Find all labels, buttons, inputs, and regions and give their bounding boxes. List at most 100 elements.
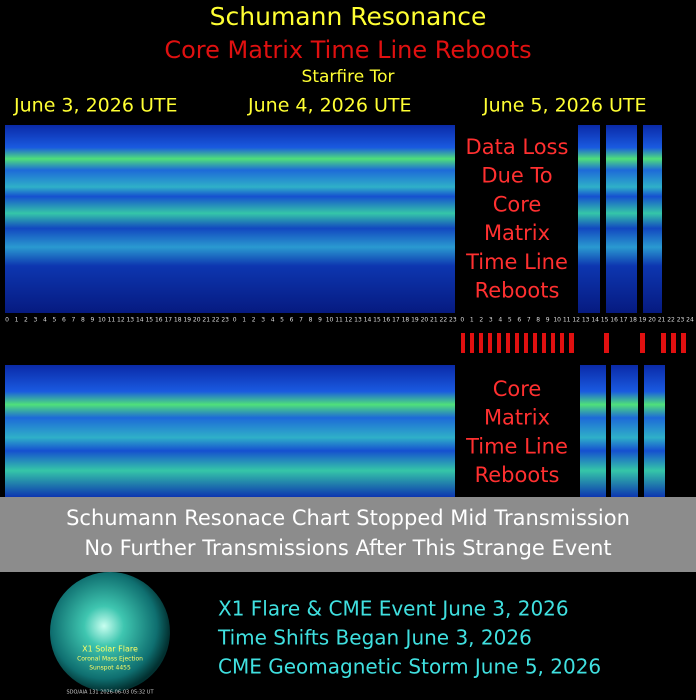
date-label: June 4, 2026 UTE	[247, 95, 412, 117]
hour-label: 16	[155, 317, 163, 324]
hour-label: 19	[411, 317, 419, 324]
hour-label: 7	[71, 317, 75, 324]
overlay-text: Reboots	[475, 279, 560, 303]
hour-label: 8	[309, 317, 313, 324]
sun-caption: SDO/AIA 131 2026-06-03 05:32 UT	[66, 690, 154, 696]
hour-label: 14	[364, 317, 372, 324]
sun-label: Sunspot 4455	[89, 665, 131, 672]
hour-label: 10	[326, 317, 334, 324]
date-label: June 3, 2026 UTE	[13, 95, 178, 117]
hour-label: 13	[354, 317, 362, 324]
hour-label: 19	[183, 317, 191, 324]
hour-label: 17	[164, 317, 172, 324]
hour-label: 11	[335, 317, 343, 324]
hour-label: 6	[290, 317, 294, 324]
hour-label: 4	[43, 317, 47, 324]
hour-label: 16	[610, 317, 618, 324]
hour-label: 4	[498, 317, 502, 324]
data-gap	[638, 365, 644, 497]
hour-label: 14	[136, 317, 144, 324]
hour-label: 18	[174, 317, 182, 324]
hour-label: 15	[145, 317, 153, 324]
hour-label: 20	[193, 317, 201, 324]
hour-label: 2	[24, 317, 28, 324]
hour-label: 10	[98, 317, 106, 324]
hour-label: 24	[686, 317, 694, 324]
hour-label: 0	[460, 317, 464, 324]
hour-label: 23	[449, 317, 457, 324]
footer-line: X1 Flare & CME Event June 3, 2026	[218, 597, 569, 621]
hour-label: 0	[5, 317, 9, 324]
hour-label: 12	[345, 317, 353, 324]
data-gap	[662, 125, 696, 313]
overlay-text: Matrix	[484, 406, 550, 430]
hour-label: 18	[629, 317, 637, 324]
hour-label: 3	[34, 317, 38, 324]
hour-label: 22	[440, 317, 448, 324]
sun-label: Coronal Mass Ejection	[77, 656, 143, 663]
hour-label: 11	[108, 317, 116, 324]
hour-label: 21	[658, 317, 666, 324]
hour-label: 22	[212, 317, 220, 324]
data-gap	[455, 125, 578, 313]
overlay-text: Reboots	[475, 463, 560, 487]
hour-label: 9	[90, 317, 94, 324]
overlay-text: Due To	[481, 164, 552, 188]
data-gap	[455, 365, 580, 497]
data-gap	[665, 365, 696, 497]
overlay-text: Matrix	[484, 221, 550, 245]
hour-label: 2	[252, 317, 256, 324]
hour-label: 6	[62, 317, 66, 324]
hour-label: 11	[563, 317, 571, 324]
hour-label: 15	[373, 317, 381, 324]
hour-label: 3	[261, 317, 265, 324]
hour-label: 8	[81, 317, 85, 324]
hour-label: 0	[233, 317, 237, 324]
hour-label: 21	[430, 317, 438, 324]
overlay-text: Data Loss	[466, 135, 569, 159]
hour-label: 8	[536, 317, 540, 324]
banner-text: Schumann Resonace Chart Stopped Mid Tran…	[66, 506, 630, 530]
hour-label: 5	[508, 317, 512, 324]
hour-label: 20	[648, 317, 656, 324]
hour-label: 1	[15, 317, 19, 324]
hour-label: 22	[667, 317, 675, 324]
hour-label: 7	[527, 317, 531, 324]
date-label: June 5, 2026 UTE	[482, 95, 647, 117]
sun-image	[50, 572, 170, 692]
data-gap	[637, 125, 643, 313]
banner-text: No Further Transmissions After This Stra…	[84, 536, 611, 560]
hour-label: 1	[470, 317, 474, 324]
hour-label: 23	[221, 317, 229, 324]
hour-label: 21	[202, 317, 210, 324]
overlay-text: Core	[493, 192, 542, 216]
reboot-markers	[461, 333, 686, 353]
hour-label: 7	[299, 317, 303, 324]
data-gap	[606, 365, 611, 497]
hour-label: 23	[677, 317, 685, 324]
overlay-text: Core	[493, 377, 542, 401]
overlay-text: Time Line	[465, 434, 568, 458]
subtitle: Core Matrix Time Line Reboots	[164, 36, 531, 64]
hour-label: 1	[242, 317, 246, 324]
hour-label: 17	[620, 317, 628, 324]
hour-label: 6	[517, 317, 521, 324]
footer-line: CME Geomagnetic Storm June 5, 2026	[218, 655, 601, 679]
hour-label: 5	[53, 317, 57, 324]
hour-label: 19	[639, 317, 647, 324]
hour-label: 9	[318, 317, 322, 324]
hour-label: 12	[572, 317, 580, 324]
hour-label: 15	[601, 317, 609, 324]
data-gap	[600, 125, 606, 313]
footer-line: Time Shifts Began June 3, 2026	[217, 626, 532, 650]
hour-label: 12	[117, 317, 125, 324]
hour-label: 16	[383, 317, 391, 324]
hour-label: 9	[546, 317, 550, 324]
overlay-text: Time Line	[465, 250, 568, 274]
banner	[0, 497, 696, 572]
hour-label: 13	[126, 317, 134, 324]
hour-label: 20	[421, 317, 429, 324]
hour-label: 14	[591, 317, 599, 324]
hour-label: 2	[479, 317, 483, 324]
